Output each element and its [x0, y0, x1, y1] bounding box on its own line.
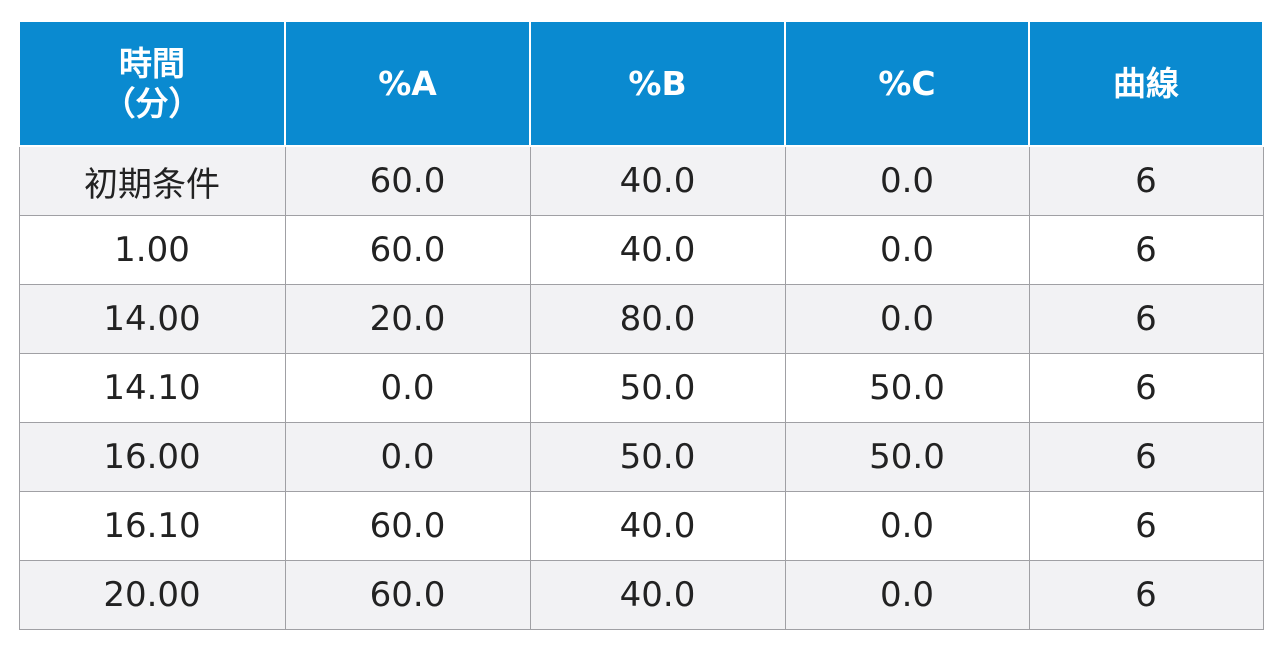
table-cell: 6 [1028, 560, 1264, 630]
table-cell: 6 [1028, 491, 1264, 561]
table-cell: 0.0 [784, 560, 1030, 630]
header-row: 時間 （分） %A %B %C 曲線 [18, 20, 1264, 147]
table-cell: 40.0 [529, 215, 786, 285]
table-row: 初期条件 60.0 40.0 0.0 6 [18, 145, 1264, 216]
table-cell: 1.00 [18, 215, 286, 285]
table-cell: 50.0 [784, 422, 1030, 492]
table-cell: 50.0 [784, 353, 1030, 423]
header-cell: %B [529, 20, 786, 147]
table-cell: 60.0 [284, 145, 531, 216]
table-row: 14.10 0.0 50.0 50.0 6 [18, 353, 1264, 423]
table-cell: 50.0 [529, 353, 786, 423]
header-cell: %C [784, 20, 1030, 147]
table-row: 16.10 60.0 40.0 0.0 6 [18, 491, 1264, 561]
table-cell: 60.0 [284, 560, 531, 630]
table-cell: 0.0 [784, 215, 1030, 285]
table-row: 16.00 0.0 50.0 50.0 6 [18, 422, 1264, 492]
table-cell: 50.0 [529, 422, 786, 492]
table-cell: 80.0 [529, 284, 786, 354]
table-cell: 0.0 [784, 145, 1030, 216]
table-cell: 40.0 [529, 491, 786, 561]
table-cell: 16.00 [18, 422, 286, 492]
table-cell: 16.10 [18, 491, 286, 561]
table-cell: 0.0 [784, 284, 1030, 354]
table-row: 20.00 60.0 40.0 0.0 6 [18, 560, 1264, 630]
header-cell: %A [284, 20, 531, 147]
table-cell: 60.0 [284, 215, 531, 285]
table-cell: 20.0 [284, 284, 531, 354]
table-cell: 0.0 [784, 491, 1030, 561]
table-cell: 40.0 [529, 560, 786, 630]
table-cell: 6 [1028, 422, 1264, 492]
table-row: 14.00 20.0 80.0 0.0 6 [18, 284, 1264, 354]
header-cell: 曲線 [1028, 20, 1264, 147]
table-row: 1.00 60.0 40.0 0.0 6 [18, 215, 1264, 285]
table-cell: 60.0 [284, 491, 531, 561]
table-cell: 初期条件 [18, 145, 286, 216]
table-cell: 14.00 [18, 284, 286, 354]
table-cell: 40.0 [529, 145, 786, 216]
table-cell: 0.0 [284, 422, 531, 492]
table-cell: 6 [1028, 353, 1264, 423]
table-cell: 6 [1028, 145, 1264, 216]
table-cell: 0.0 [284, 353, 531, 423]
table-cell: 6 [1028, 215, 1264, 285]
gradient-table: 時間 （分） %A %B %C 曲線 初期条件 60.0 40.0 0.0 6 1.00 60.0 4… [18, 20, 1264, 630]
table-cell: 20.00 [18, 560, 286, 630]
table-cell: 6 [1028, 284, 1264, 354]
header-cell: 時間 （分） [18, 20, 286, 147]
table-cell: 14.10 [18, 353, 286, 423]
